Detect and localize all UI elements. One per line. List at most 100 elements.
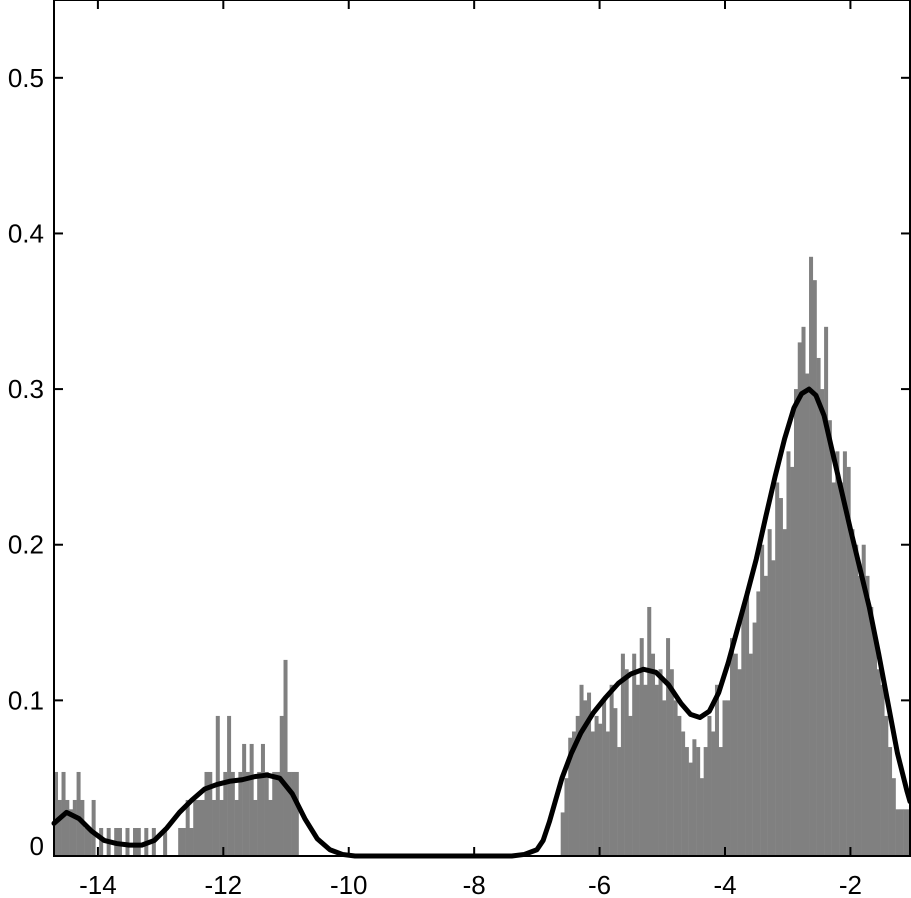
histogram-bar-right-55 <box>767 529 772 856</box>
y-tick-label-4: 0.4 <box>8 218 44 248</box>
histogram-bar-right-36 <box>696 747 701 856</box>
histogram-bar-left-6 <box>76 771 81 856</box>
histogram-bar-right-32 <box>681 731 686 856</box>
y-tick-label-0: 0 <box>30 831 44 861</box>
y-axis-ticks: 0 0.1 0.2 0.3 0.4 0.5 <box>8 63 910 861</box>
histogram-bar-left-61 <box>283 659 288 856</box>
histogram-bar-right-10 <box>598 723 603 856</box>
histogram-bar-right-53 <box>760 544 765 856</box>
plot-frame <box>53 0 911 857</box>
histogram-bar-left-19 <box>125 827 130 856</box>
histogram-bar-right-16 <box>620 653 625 856</box>
histogram-bar-right-14 <box>613 708 618 856</box>
histogram-bar-left-50 <box>242 743 247 856</box>
histogram-bar-right-74 <box>839 482 844 856</box>
histogram-bar-right-76 <box>846 466 851 856</box>
histogram-bar-right-30 <box>673 700 678 856</box>
histogram-bar-right-79 <box>857 575 862 856</box>
histogram-bar-right-6 <box>583 700 588 856</box>
y-tick-label-3: 0.3 <box>8 374 44 404</box>
histogram-bar-right-63 <box>797 342 802 856</box>
histogram-bar-right-3 <box>571 731 576 856</box>
histogram-bar-right-38 <box>703 747 708 856</box>
y-tick-label-5: 0.5 <box>8 63 44 93</box>
histogram-bar-right-19 <box>632 653 637 856</box>
histogram-bar-left-29 <box>163 827 168 856</box>
histogram-bar-left-48 <box>234 799 239 856</box>
histogram-bar-right-81 <box>865 575 870 856</box>
histogram-bar-right-40 <box>711 731 716 856</box>
histogram-bar-right-39 <box>707 715 712 856</box>
histogram-bar-right-21 <box>639 638 644 856</box>
histogram-bar-right-18 <box>628 715 633 856</box>
histogram-bar-right-73 <box>835 451 840 856</box>
histogram-bar-right-70 <box>824 326 829 857</box>
histogram-bar-left-57 <box>268 799 273 856</box>
histogram-bar-left-1 <box>57 799 62 856</box>
histogram-bar-left-33 <box>178 827 183 856</box>
histogram-bar-right-57 <box>775 482 780 856</box>
x-tick-label-4: -6 <box>588 870 611 898</box>
y-tick-label-1: 0.1 <box>8 685 44 715</box>
histogram-bar-right-29 <box>669 669 674 856</box>
histogram-bar-right-71 <box>827 420 832 856</box>
histogram-bar-left-21 <box>133 827 138 856</box>
x-tick-label-6: -2 <box>839 870 862 898</box>
histogram-bar-left-37 <box>193 799 198 856</box>
x-tick-label-3: -8 <box>463 870 486 898</box>
histogram-bar-right-91 <box>903 809 908 856</box>
histogram-bar-right-58 <box>778 498 783 856</box>
histogram-bar-left-49 <box>238 771 243 856</box>
histogram-bar-right-2 <box>568 737 573 856</box>
histogram-bar-left-51 <box>245 771 250 856</box>
histogram-bar-left-34 <box>181 827 186 856</box>
histogram-bar-right-49 <box>745 591 750 856</box>
histogram-bar-right-1 <box>564 778 569 856</box>
histogram-bar-right-33 <box>684 747 689 856</box>
histogram-bar-right-84 <box>876 669 881 856</box>
histogram-bars <box>54 256 911 857</box>
histogram-bar-left-0 <box>54 771 59 856</box>
histogram-bar-left-56 <box>264 771 269 856</box>
histogram-bar-left-58 <box>272 771 277 856</box>
histogram-bar-left-22 <box>136 827 141 856</box>
histogram-bar-right-89 <box>895 809 900 856</box>
histogram-bar-right-41 <box>714 684 719 856</box>
histogram-bar-right-0 <box>560 812 565 856</box>
histogram-bar-right-68 <box>816 357 821 856</box>
histogram-bar-right-82 <box>869 606 874 856</box>
histogram-bar-left-5 <box>72 799 77 856</box>
histogram-bar-right-17 <box>624 669 629 856</box>
histogram-bar-right-75 <box>842 451 847 856</box>
histogram-bar-left-54 <box>257 771 262 856</box>
histogram-bar-left-44 <box>219 799 224 856</box>
histogram-bar-right-23 <box>647 606 652 856</box>
histogram-bar-right-64 <box>801 326 806 857</box>
histogram-bar-right-37 <box>699 778 704 856</box>
histogram-bar-left-39 <box>200 799 205 856</box>
histogram-bar-left-10 <box>91 799 96 856</box>
histogram-bar-right-69 <box>820 389 825 856</box>
histogram-bar-right-11 <box>602 700 607 856</box>
histogram-bar-right-24 <box>651 653 656 856</box>
histogram-bar-right-25 <box>654 684 659 856</box>
histogram-bar-left-52 <box>249 743 254 856</box>
histogram-bar-left-40 <box>204 771 209 856</box>
histogram-bar-left-63 <box>291 771 296 856</box>
x-tick-label-0: -14 <box>79 870 117 898</box>
histogram-bar-right-5 <box>579 684 584 856</box>
histogram-bar-right-8 <box>590 731 595 856</box>
x-axis-ticks: -14 -12 -10 -8 -6 -4 -2 <box>79 0 862 898</box>
histogram-bar-right-77 <box>850 529 855 856</box>
histogram-bar-left-3 <box>65 799 70 856</box>
histogram-bar-right-34 <box>688 762 693 856</box>
density-curve <box>51 386 911 859</box>
histogram-bar-left-9 <box>87 827 92 856</box>
histogram-bar-left-62 <box>287 771 292 856</box>
histogram-bar-left-35 <box>185 799 190 856</box>
histogram-bar-left-53 <box>253 799 258 856</box>
histogram-bar-right-26 <box>658 669 663 856</box>
histogram-bar-right-12 <box>605 731 610 856</box>
histogram-bar-right-50 <box>748 653 753 856</box>
